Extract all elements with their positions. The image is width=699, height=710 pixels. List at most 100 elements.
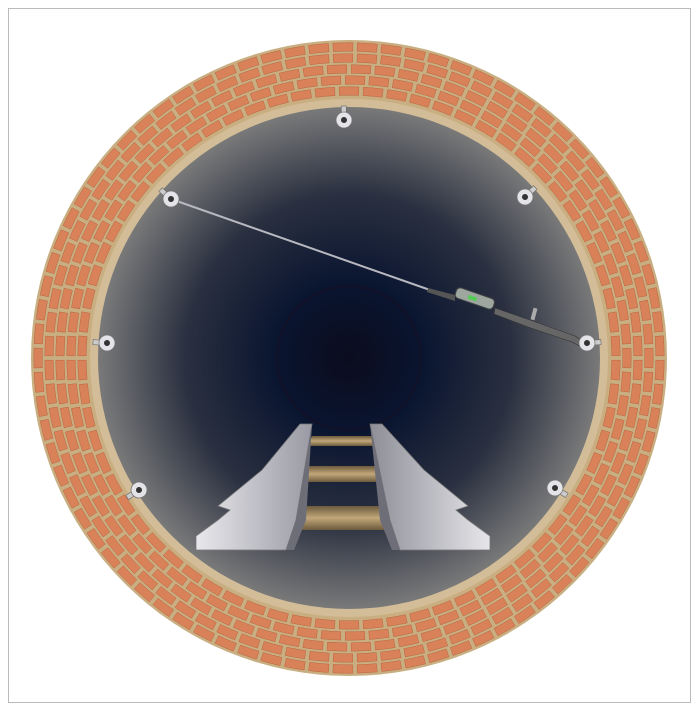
brick	[104, 494, 123, 517]
brick	[391, 79, 414, 92]
brick	[459, 99, 482, 117]
brick	[606, 484, 624, 507]
track	[195, 423, 491, 551]
brick	[162, 549, 184, 569]
brick	[356, 53, 378, 64]
brick	[244, 100, 267, 116]
brick	[427, 648, 450, 664]
brick	[190, 100, 212, 119]
brick	[211, 90, 233, 107]
brick	[600, 474, 617, 496]
brick	[320, 630, 342, 641]
brick	[616, 299, 629, 321]
brick	[62, 207, 80, 230]
brick	[641, 263, 656, 286]
brick	[181, 564, 203, 584]
brick	[610, 359, 621, 381]
brick	[606, 209, 624, 232]
brick	[93, 473, 111, 496]
brick	[33, 371, 45, 393]
brick	[118, 534, 139, 556]
brick	[403, 644, 425, 658]
brick	[530, 117, 552, 138]
brick	[137, 125, 159, 146]
brick	[117, 514, 137, 536]
brick	[607, 311, 620, 333]
brick	[493, 79, 516, 98]
brick	[514, 92, 536, 111]
brick	[639, 299, 652, 321]
brick	[64, 429, 80, 452]
anchor	[335, 105, 353, 129]
brick	[255, 73, 278, 89]
brick	[647, 287, 661, 309]
brick	[525, 127, 547, 148]
brick	[278, 68, 301, 82]
brick	[585, 156, 605, 179]
brick	[568, 504, 588, 527]
brick	[91, 199, 110, 221]
brick	[116, 494, 136, 516]
brick	[78, 311, 91, 333]
brick	[302, 639, 324, 651]
brick	[216, 75, 239, 92]
brick	[586, 241, 603, 264]
brick	[137, 570, 159, 591]
brick	[495, 132, 517, 152]
brick	[552, 574, 573, 595]
brick	[260, 50, 283, 64]
brick	[588, 495, 607, 517]
brick	[610, 241, 626, 264]
brick	[314, 618, 336, 630]
brick	[134, 552, 155, 573]
brick	[91, 178, 111, 201]
brick	[409, 93, 432, 108]
brick	[625, 406, 639, 429]
brick	[35, 395, 48, 417]
brick	[404, 655, 426, 669]
brick	[105, 535, 125, 557]
brick	[308, 662, 330, 673]
brick	[166, 566, 188, 587]
brick	[654, 335, 665, 357]
brick	[73, 186, 92, 209]
brick	[404, 47, 426, 61]
brick	[71, 287, 85, 310]
brick	[148, 145, 170, 166]
brick	[356, 42, 378, 53]
brick	[60, 241, 76, 264]
brick	[45, 442, 61, 465]
brick	[53, 264, 68, 287]
brick	[543, 143, 564, 164]
brick	[472, 69, 495, 86]
brick	[151, 568, 173, 589]
brick	[607, 383, 620, 405]
brick	[639, 395, 652, 417]
brick	[575, 473, 593, 496]
brick	[59, 287, 73, 310]
anchor-hole	[104, 340, 110, 346]
brick	[593, 230, 610, 253]
brick	[338, 620, 360, 630]
brick	[104, 199, 123, 222]
brick	[33, 347, 43, 369]
brick	[525, 568, 547, 589]
brick	[116, 200, 136, 222]
cable	[170, 198, 588, 349]
brick	[326, 64, 348, 75]
brick	[420, 627, 443, 643]
brick	[618, 429, 634, 452]
brick	[134, 143, 155, 164]
brick	[260, 652, 283, 666]
brick	[162, 147, 184, 167]
brick	[116, 129, 138, 151]
brick	[620, 371, 632, 393]
brick	[374, 639, 396, 651]
brick	[332, 42, 354, 52]
brick	[470, 618, 493, 636]
brick	[45, 311, 57, 333]
brick	[617, 463, 634, 486]
brick	[514, 605, 536, 624]
brick	[155, 586, 177, 606]
turnbuckle	[427, 288, 455, 301]
